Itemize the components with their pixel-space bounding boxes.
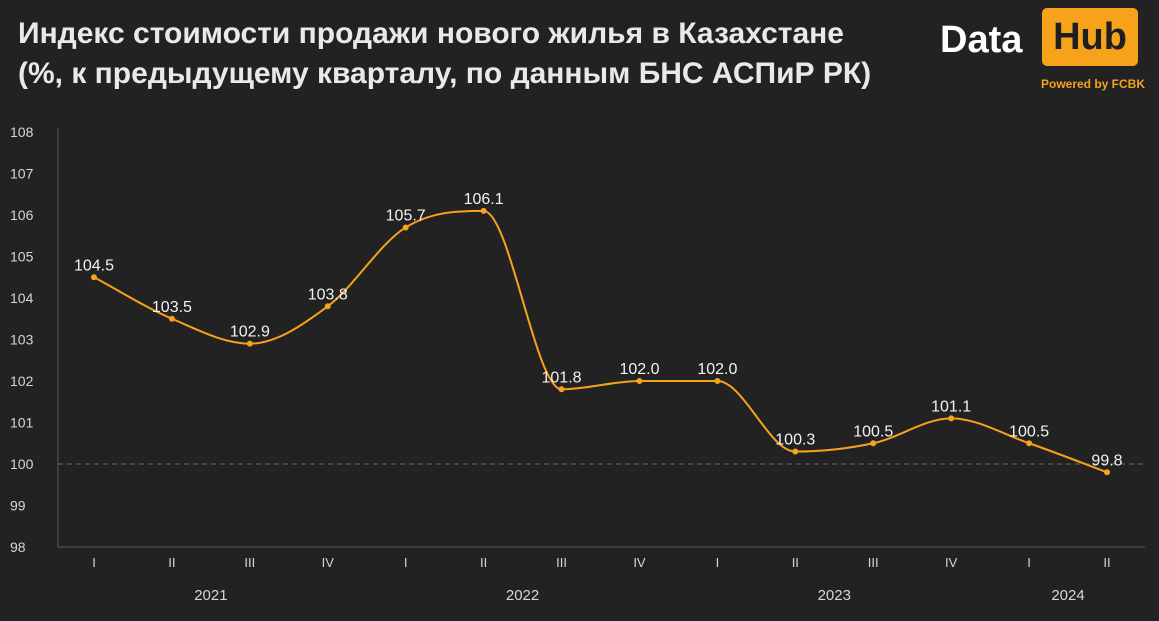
y-tick-label: 103 (10, 332, 34, 348)
y-axis: 98 99 100 101 102 103 104 105 106 107 108 (10, 124, 59, 555)
year-label-2021: 2021 (194, 587, 227, 604)
x-tick-label: II (168, 555, 175, 570)
x-tick-label: I (92, 555, 96, 570)
data-point (1104, 469, 1110, 476)
chart-title: Индекс стоимости продажи нового жилья в … (18, 14, 918, 94)
powered-by-label: Powered by FCBK (1040, 77, 1145, 91)
data-label: 101.1 (931, 398, 971, 415)
data-label: 102.0 (619, 361, 659, 378)
y-tick-label: 100 (10, 456, 34, 472)
title-line-2: (%, к предыдущему кварталу, по данным БН… (18, 57, 872, 90)
x-tick-label: I (716, 555, 720, 570)
y-tick-label: 104 (10, 290, 34, 306)
y-tick-label: 105 (10, 249, 34, 265)
plot-area: 104.5 103.5 102.9 103.8 105.7 106.1 101.8 102.0… (58, 191, 1145, 476)
data-point (636, 378, 643, 384)
logo-data-text: Data (940, 19, 1023, 61)
data-point (246, 340, 253, 347)
y-tick-label: 106 (10, 207, 34, 223)
x-tick-label: I (404, 555, 408, 570)
data-label: 105.7 (386, 207, 426, 224)
y-tick-label: 101 (10, 415, 34, 431)
x-tick-label: III (244, 555, 255, 570)
data-label: 102.0 (697, 361, 737, 378)
y-tick-label: 107 (10, 166, 34, 182)
data-point (1026, 440, 1033, 447)
x-tick-label: IV (945, 555, 958, 570)
data-point (558, 386, 565, 393)
series-line (93, 209, 1108, 474)
year-label-2023: 2023 (818, 587, 851, 604)
y-tick-label: 99 (10, 498, 26, 514)
data-label: 100.3 (775, 432, 815, 449)
y-tick-label: 98 (10, 539, 26, 555)
x-tick-label: III (868, 555, 879, 570)
data-label: 100.5 (853, 423, 893, 440)
data-point (714, 378, 721, 384)
data-label: 103.8 (308, 286, 348, 303)
year-label-2022: 2022 (506, 587, 539, 604)
data-point (480, 207, 487, 214)
data-point (91, 274, 97, 281)
data-label: 103.5 (152, 299, 192, 316)
x-tick-label: IV (633, 555, 646, 570)
x-tick-label: IV (322, 555, 335, 570)
data-point (168, 315, 175, 322)
data-label: 104.5 (74, 257, 114, 274)
data-point (324, 303, 331, 310)
data-label: 101.8 (542, 369, 582, 386)
data-label: 100.5 (1009, 423, 1049, 440)
logo-hub-badge: Hub (1042, 8, 1138, 66)
y-tick-label: 108 (10, 124, 34, 140)
data-label: 102.9 (230, 324, 270, 341)
y-tick-label: 102 (10, 373, 34, 389)
data-point (870, 440, 877, 447)
datahub-logo: Data Hub (940, 8, 1140, 68)
data-label: 99.8 (1091, 452, 1122, 469)
x-tick-label: II (480, 555, 487, 570)
x-tick-label: II (1103, 555, 1110, 570)
x-tick-label: II (792, 555, 799, 570)
year-label-2024: 2024 (1051, 587, 1084, 604)
data-point (948, 415, 955, 422)
data-point (402, 224, 409, 231)
data-label: 106.1 (464, 191, 504, 208)
data-point (792, 448, 799, 455)
x-tick-label: III (556, 555, 567, 570)
x-tick-label: I (1027, 555, 1031, 570)
title-line-1: Индекс стоимости продажи нового жилья в … (18, 17, 844, 50)
